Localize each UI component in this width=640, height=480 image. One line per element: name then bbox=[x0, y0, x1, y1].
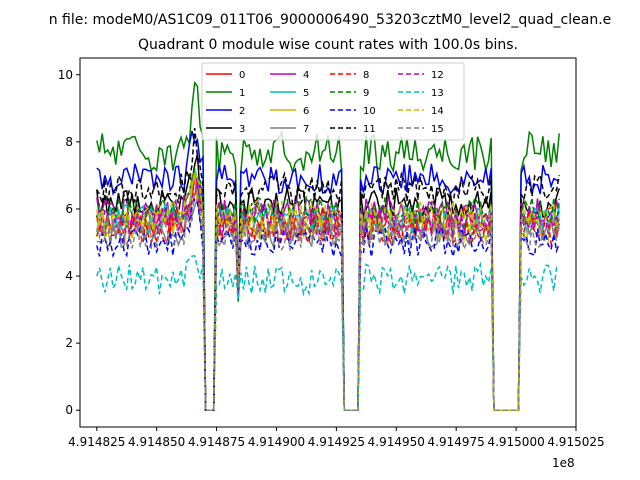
legend-entry: 7 bbox=[270, 124, 309, 135]
legend-label: 3 bbox=[239, 124, 245, 135]
legend-label: 13 bbox=[431, 88, 444, 99]
x-tick-label: 4.914900 bbox=[248, 435, 305, 449]
plot-frame bbox=[79, 57, 577, 428]
y-tick-label: 8 bbox=[65, 135, 73, 149]
x-tick-label: 4.914950 bbox=[368, 435, 425, 449]
legend-box bbox=[201, 62, 465, 141]
legend-label: 11 bbox=[363, 124, 376, 135]
x-axis: 4.914825 4.914850 4.914875 4.914900 4.914925… bbox=[68, 427, 605, 449]
series-line-2 bbox=[96, 130, 560, 411]
series-line-13 bbox=[96, 254, 560, 411]
series-line-15 bbox=[96, 188, 560, 411]
legend-entry: 9 bbox=[330, 88, 369, 99]
y-tick-label: 10 bbox=[58, 68, 73, 82]
legend-label: 0 bbox=[239, 70, 245, 81]
series-line-12 bbox=[96, 182, 560, 411]
legend-label: 10 bbox=[363, 106, 376, 117]
legend-entry: 12 bbox=[398, 70, 444, 81]
legend-entry: 14 bbox=[398, 106, 444, 117]
series-line-11 bbox=[96, 128, 560, 411]
legend-entry: 2 bbox=[206, 106, 245, 117]
legend-entry: 11 bbox=[330, 124, 376, 135]
y-tick-label: 4 bbox=[65, 269, 73, 283]
x-tick-label: 4.914850 bbox=[128, 435, 185, 449]
legend-entry: 10 bbox=[330, 106, 376, 117]
legend-entry: 3 bbox=[206, 124, 245, 135]
legend-entry: 4 bbox=[270, 70, 309, 81]
legend-entry: 1 bbox=[206, 88, 245, 99]
legend-label: 12 bbox=[431, 70, 444, 81]
legend-label: 7 bbox=[303, 124, 309, 135]
legend-label: 8 bbox=[363, 70, 369, 81]
x-tick-label: 4.914925 bbox=[308, 435, 365, 449]
y-axis: 0 2 4 6 8 10 bbox=[58, 68, 80, 417]
legend-entry: 5 bbox=[270, 88, 309, 99]
legend-entry: 13 bbox=[398, 88, 444, 99]
chart-title: Quadrant 0 module wise count rates with … bbox=[138, 37, 518, 53]
legend-entry: 15 bbox=[398, 124, 444, 135]
y-tick-label: 2 bbox=[65, 336, 73, 350]
legend-label: 6 bbox=[303, 106, 309, 117]
x-tick-label: 4.915000 bbox=[487, 435, 544, 449]
series-line-9 bbox=[96, 166, 560, 411]
figure-suptitle: n file: modeM0/AS1C09_011T06_9000006490_… bbox=[49, 12, 612, 28]
legend-entry: 0 bbox=[206, 70, 245, 81]
x-tick-label: 4.914825 bbox=[68, 435, 125, 449]
legend-label: 9 bbox=[363, 88, 369, 99]
legend-entry: 8 bbox=[330, 70, 369, 81]
series-line-14 bbox=[96, 170, 560, 411]
series-line-10 bbox=[96, 198, 560, 411]
legend-label: 1 bbox=[239, 88, 245, 99]
x-tick-label: 4.914875 bbox=[188, 435, 245, 449]
x-tick-label: 4.914975 bbox=[428, 435, 485, 449]
legend-label: 5 bbox=[303, 88, 309, 99]
y-tick-label: 6 bbox=[65, 202, 73, 216]
legend-label: 14 bbox=[431, 106, 444, 117]
legend-label: 4 bbox=[303, 70, 309, 81]
x-tick-label: 4.915025 bbox=[547, 435, 604, 449]
legend-label: 2 bbox=[239, 106, 245, 117]
legend-label: 15 bbox=[431, 124, 444, 135]
x-offset-text: 1e8 bbox=[552, 456, 575, 470]
y-tick-label: 0 bbox=[65, 403, 73, 417]
legend-entry: 6 bbox=[270, 106, 309, 117]
